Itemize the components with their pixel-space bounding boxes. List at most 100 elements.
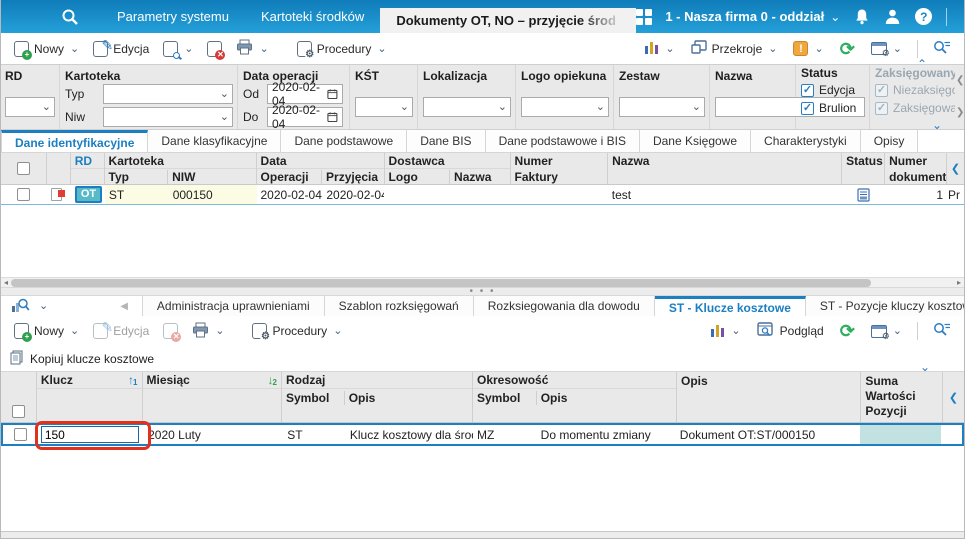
suma-wartosci-pozycji-column-header[interactable]: Suma Wartości Pozycji	[861, 372, 944, 422]
chart-analysis-button[interactable]: ⌄	[639, 37, 679, 60]
chevron-down-icon[interactable]: ⌄	[768, 42, 778, 55]
nav-tab-dokumenty-ot-no[interactable]: Dokumenty OT, NO – przyjęcie środ	[380, 8, 637, 33]
chevron-left-icon[interactable]: ❮	[956, 75, 965, 86]
numer-dokumentu-column-header[interactable]: Numer dokumentu	[885, 153, 948, 184]
brulion-checkbox[interactable]	[801, 101, 814, 115]
miesiac-column-header[interactable]: Miesiąc ↓ 2	[142, 372, 282, 422]
nazwa-column-header[interactable]: Nazwa	[612, 154, 650, 168]
date-from-input[interactable]: 2020-02-04	[267, 80, 343, 108]
tab-administracja-uprawnieniami[interactable]: Administracja uprawnieniami	[141, 296, 325, 316]
expand-filters-chevron-down-icon[interactable]: ⌄	[931, 118, 942, 132]
scrollbar-right-arrow-icon[interactable]: ▸	[956, 277, 961, 287]
refresh-keys-button[interactable]: ⟳	[835, 320, 860, 342]
klucz-column-header[interactable]: Klucz ↑ 1	[36, 372, 143, 422]
operacji-column-header[interactable]: Operacji	[257, 169, 323, 184]
okres-symbol-column-header[interactable]: Symbol	[473, 391, 537, 405]
nav-tab-kartoteki-srodkow[interactable]: Kartoteki środków	[260, 9, 365, 24]
chevron-down-icon[interactable]: ⌄	[333, 325, 343, 337]
chevron-down-icon[interactable]: ⌄	[892, 325, 902, 337]
tab-dane-podstawowe-i-bis[interactable]: Dane podstawowe i BIS	[485, 130, 640, 152]
lokalizacja-dropdown[interactable]	[423, 97, 511, 117]
delete-button[interactable]: ✕	[202, 38, 227, 60]
chevron-down-icon[interactable]: ⌄	[70, 325, 80, 337]
apps-grid-icon[interactable]	[636, 9, 653, 25]
chevron-down-icon[interactable]: ⌄	[665, 42, 675, 55]
row-checkbox[interactable]	[17, 188, 31, 201]
panel-view-selector-icon[interactable]	[11, 297, 30, 316]
print-keys-button[interactable]: ⌄	[187, 319, 229, 344]
refresh-button[interactable]: ⟳	[835, 38, 860, 60]
grid-settings-button[interactable]: ⌄	[866, 39, 907, 59]
rd-column-header[interactable]: RD	[70, 153, 104, 169]
company-selector[interactable]: 1 - Nasza firma 0 - oddział ⌄	[665, 9, 840, 24]
tab-szablon-rozksiegowan[interactable]: Szablon rozksięgowań	[324, 296, 474, 316]
procedures-button[interactable]: ⚙ Procedury ⌄	[292, 38, 392, 60]
chevron-down-icon[interactable]: ⌄	[215, 325, 225, 337]
chevron-down-icon[interactable]: ⌄	[814, 42, 824, 55]
klucz-edit-input[interactable]	[40, 426, 139, 443]
edycja-checkbox[interactable]	[801, 83, 814, 97]
collapse-filters-chevron-up-icon[interactable]: ⌃	[916, 57, 928, 71]
key-row-checkbox[interactable]	[14, 428, 28, 441]
chevron-down-icon[interactable]: ⌄	[39, 300, 49, 312]
document-row[interactable]: OT ST 000150 2020-02-04 2020-02-04 test …	[1, 185, 964, 205]
horizontal-scrollbar[interactable]: ◂ ▸	[1, 277, 964, 287]
zestaw-dropdown[interactable]	[619, 97, 705, 117]
select-all-checkbox[interactable]	[16, 162, 30, 175]
rodzaj-symbol-column-header[interactable]: Symbol	[282, 391, 345, 405]
minimize-button[interactable]: –	[961, 7, 964, 27]
tab-dane-klasyfikacyjne[interactable]: Dane klasyfikacyjne	[148, 130, 282, 152]
cost-key-row-selected[interactable]: 2020 Luty ST Klucz kosztowy dla środ MZ …	[1, 421, 964, 450]
logo-opiekuna-dropdown[interactable]	[521, 97, 609, 117]
rodzaj-group-header[interactable]: Rodzaj	[282, 372, 472, 389]
help-icon[interactable]: ?	[915, 8, 933, 25]
logo-column-header[interactable]: Logo	[385, 169, 451, 184]
select-all-keys-checkbox[interactable]	[11, 405, 25, 418]
edit-button[interactable]: ✎ Edycja	[88, 37, 154, 60]
advanced-search-keys-button[interactable]	[928, 319, 956, 343]
nav-tab-parametry-systemu[interactable]: Parametry systemu	[117, 9, 229, 24]
typ-dropdown[interactable]	[103, 84, 233, 104]
chevron-right-icon[interactable]: ❯	[956, 107, 965, 118]
tab-charakterystyki[interactable]: Charakterystyki	[751, 130, 861, 152]
print-button[interactable]: ⌄	[231, 36, 273, 61]
chevron-down-icon[interactable]: ⌄	[70, 42, 80, 55]
rodzaj-opis-column-header[interactable]: Opis	[348, 391, 376, 405]
tab-dane-podstawowe[interactable]: Dane podstawowe	[281, 130, 408, 152]
expand-header-chevron-down-icon[interactable]: ⌄	[919, 360, 930, 374]
opis-column-header[interactable]: Opis	[681, 373, 708, 388]
data-group-header[interactable]: Data	[256, 153, 384, 169]
tab-st-klucze-kosztowe[interactable]: ST - Klucze kosztowe	[654, 296, 806, 316]
dostawca-group-header[interactable]: Dostawca	[384, 153, 510, 169]
notifications-bell-icon[interactable]	[854, 8, 870, 25]
chevron-down-icon[interactable]: ⌄	[259, 42, 269, 55]
sections-button[interactable]: Przekroje ⌄	[686, 37, 783, 60]
numer-faktury-column-header[interactable]: Numer Faktury	[511, 153, 609, 184]
chevron-down-icon[interactable]: ⌄	[184, 42, 194, 55]
scrollbar-left-arrow-icon[interactable]: ◂	[3, 277, 8, 287]
kst-dropdown[interactable]	[355, 97, 413, 117]
przyjecia-column-header[interactable]: Przyjęcia	[326, 169, 379, 184]
date-to-input[interactable]: 2020-02-04	[267, 103, 343, 131]
preview-button[interactable]: Podgląd	[752, 319, 829, 343]
okresowosc-group-header[interactable]: Okresowość	[473, 372, 676, 389]
tab-dane-ksiegowe[interactable]: Dane Księgowe	[639, 130, 752, 152]
copy-cost-keys-button[interactable]: Kopiuj klucze kosztowe	[30, 351, 155, 366]
chevron-down-icon[interactable]: ⌄	[377, 42, 387, 55]
status-column-header[interactable]: Status	[846, 154, 883, 168]
scrollbar-thumb[interactable]	[11, 278, 871, 287]
kartoteka-group-header[interactable]: Kartoteka	[104, 153, 256, 169]
search-icon[interactable]	[61, 8, 79, 26]
scroll-columns-left-icon[interactable]: ❮	[948, 391, 959, 404]
tab-st-pozycje-kluczy-kosztowych[interactable]: ST - Pozycje kluczy kosztowych	[805, 296, 964, 316]
chevron-down-icon[interactable]: ⌄	[892, 42, 902, 55]
nazwa-dostawcy-column-header[interactable]: Nazwa	[454, 169, 492, 184]
advanced-search-button[interactable]	[928, 37, 956, 61]
chevron-down-icon[interactable]: ⌄	[731, 325, 741, 337]
typ-column-header[interactable]: Typ	[105, 169, 169, 184]
user-icon[interactable]	[884, 8, 901, 25]
nazwa-input[interactable]	[715, 97, 865, 117]
tab-dane-bis[interactable]: Dane BIS	[407, 130, 486, 152]
tab-opisy[interactable]: Opisy	[860, 130, 919, 152]
panel-splitter-handle[interactable]: • • •	[1, 286, 964, 296]
